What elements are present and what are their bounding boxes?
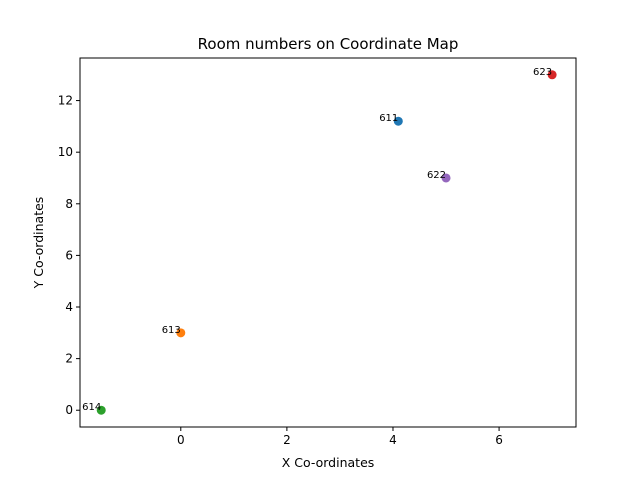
- data-point-613: [176, 328, 186, 338]
- x-tick-label: 4: [389, 433, 397, 447]
- y-tick-label: 0: [65, 403, 73, 417]
- x-axis: 0 2 4 6: [177, 427, 503, 447]
- point-label-613: 613: [162, 325, 181, 336]
- y-tick-label: 4: [65, 300, 73, 314]
- y-tick-label: 12: [58, 94, 73, 108]
- data-point-611: [393, 116, 403, 126]
- x-tick-label: 6: [495, 433, 503, 447]
- x-axis-label: X Co-ordinates: [282, 455, 375, 470]
- y-axis: 0 2 4 6 8 10 12: [58, 94, 80, 417]
- x-tick-label: 2: [283, 433, 291, 447]
- y-tick-label: 2: [65, 352, 73, 366]
- y-tick-label: 6: [65, 248, 73, 262]
- x-tick-label: 0: [177, 433, 185, 447]
- data-point-623: [547, 70, 557, 80]
- point-label-622: 622: [427, 170, 446, 181]
- point-label-611: 611: [379, 113, 398, 124]
- y-tick-label: 8: [65, 197, 73, 211]
- plot-frame: [79, 57, 577, 428]
- point-label-614: 614: [82, 402, 101, 413]
- y-axis-label: Y Co-ordinates: [31, 197, 46, 290]
- point-label-623: 623: [533, 67, 552, 78]
- y-tick-label: 10: [58, 145, 73, 159]
- chart-title: Room numbers on Coordinate Map: [198, 35, 459, 53]
- data-points: 611 613 614 623 622: [82, 67, 557, 415]
- data-point-614: [96, 405, 106, 415]
- data-point-622: [441, 173, 451, 183]
